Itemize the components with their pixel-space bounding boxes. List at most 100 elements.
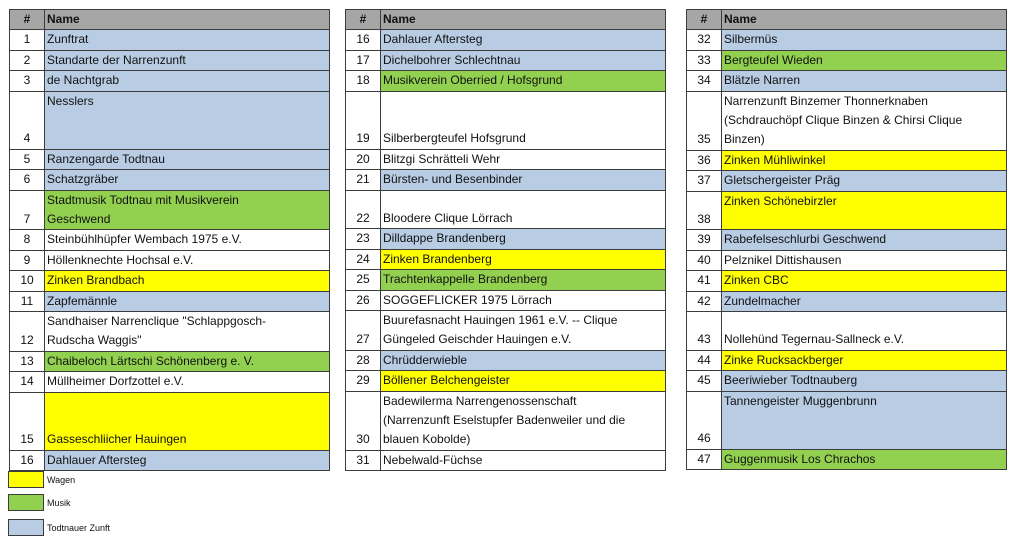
row-number: 19 bbox=[345, 90, 381, 150]
row-number: 27 bbox=[345, 310, 381, 351]
table-row: 18 Musikverein Oberried / Hofsgrund bbox=[345, 70, 666, 92]
row-number: 36 bbox=[686, 149, 722, 172]
table-row: 46 Tannengeister Muggenbrunn bbox=[686, 390, 1007, 450]
row-name: Buurefasnacht Hauingen 1961 e.V. -- Cliq… bbox=[380, 310, 666, 351]
table-row: 19 Silberbergteufel Hofsgrund bbox=[345, 90, 666, 150]
row-number: 47 bbox=[686, 448, 722, 471]
table-row: 1 Zunftrat bbox=[9, 29, 330, 51]
row-number: 18 bbox=[345, 70, 381, 92]
row-number: 45 bbox=[686, 370, 722, 392]
table-row: 22 Bloodere Clique Lörrach bbox=[345, 189, 666, 230]
row-name: Narrenzunft Binzemer Thonnerknaben (Schd… bbox=[721, 90, 1007, 151]
row-name: Bergteufel Wieden bbox=[721, 49, 1007, 72]
table-row: 12 Sandhaiser Narrenclique "Schlappgosch-… bbox=[9, 311, 330, 352]
table-row: 5 Ranzengarde Todtnau bbox=[9, 148, 330, 171]
column-header-number: # bbox=[686, 8, 722, 31]
row-name: Chrüdderwieble bbox=[380, 349, 666, 372]
table-row: 16 Dahlauer Aftersteg bbox=[9, 449, 330, 472]
row-name: Beeriwieber Todtnauberg bbox=[721, 370, 1007, 392]
row-number: 40 bbox=[686, 249, 722, 272]
row-name: Müllheimer Dorfzottel e.V. bbox=[44, 371, 330, 393]
row-name: Musikverein Oberried / Hofsgrund bbox=[380, 70, 666, 92]
row-name: Guggenmusik Los Chrachos bbox=[721, 448, 1007, 471]
table-row: 33 Bergteufel Wieden bbox=[686, 49, 1007, 72]
table-row: 36 Zinken Mühliwinkel bbox=[686, 149, 1007, 172]
row-name: Silberbergteufel Hofsgrund bbox=[380, 90, 666, 150]
table-row: 34 Blätzle Narren bbox=[686, 70, 1007, 92]
column-header-name: Name bbox=[721, 8, 1007, 31]
row-number: 34 bbox=[686, 70, 722, 92]
row-name: Bloodere Clique Lörrach bbox=[380, 189, 666, 230]
row-number: 11 bbox=[9, 290, 45, 313]
row-name: Sandhaiser Narrenclique "Schlappgosch- R… bbox=[44, 311, 330, 352]
row-name: Zinke Rucksackberger bbox=[721, 349, 1007, 372]
row-number: 30 bbox=[345, 390, 381, 451]
row-number: 8 bbox=[9, 229, 45, 251]
table-row: 4 Nesslers bbox=[9, 90, 330, 150]
row-number: 15 bbox=[9, 391, 45, 451]
table-row: 41 Zinken CBC bbox=[686, 270, 1007, 292]
row-number: 10 bbox=[9, 270, 45, 292]
row-name: Trachtenkappelle Brandenberg bbox=[380, 269, 666, 291]
table-row: 8 Steinbühlhüpfer Wembach 1975 e.V. bbox=[9, 229, 330, 251]
row-name: Höllenknechte Hochsal e.V. bbox=[44, 249, 330, 272]
row-name: Zunftrat bbox=[44, 29, 330, 51]
row-number: 6 bbox=[9, 169, 45, 191]
table-row: 16 Dahlauer Aftersteg bbox=[345, 29, 666, 51]
row-name: Standarte der Narrenzunft bbox=[44, 49, 330, 72]
column-header-name: Name bbox=[380, 8, 666, 31]
row-number: 9 bbox=[9, 249, 45, 272]
table-row: 35 Narrenzunft Binzemer Thonnerknaben (Sc… bbox=[686, 90, 1007, 151]
table-row: 29 Böllener Belchengeister bbox=[345, 370, 666, 392]
row-number: 31 bbox=[345, 449, 381, 472]
table-row: 40 Pelznikel Dittishausen bbox=[686, 249, 1007, 272]
table-row: 47 Guggenmusik Los Chrachos bbox=[686, 448, 1007, 471]
row-number: 42 bbox=[686, 290, 722, 313]
row-number: 5 bbox=[9, 148, 45, 171]
row-number: 21 bbox=[345, 169, 381, 191]
legend-item: Todtnauer Zunft bbox=[8, 519, 110, 536]
row-name: Schatzgräber bbox=[44, 169, 330, 191]
row-number: 46 bbox=[686, 390, 722, 450]
row-number: 35 bbox=[686, 90, 722, 151]
row-number: 23 bbox=[345, 228, 381, 250]
table-row: 37 Gletschergeister Präg bbox=[686, 170, 1007, 192]
table-row: 43 Nollehünd Tegernau-Sallneck e.V. bbox=[686, 311, 1007, 351]
table-row: 20 Blitzgi Schrätteli Wehr bbox=[345, 148, 666, 171]
row-name: Zapfemännle bbox=[44, 290, 330, 313]
table-row: 24 Zinken Brandenberg bbox=[345, 248, 666, 271]
table-row: 7 Stadtmusik Todtnau mit Musikverein Gesc… bbox=[9, 189, 330, 231]
row-number: 1 bbox=[9, 29, 45, 51]
table-row: 10 Zinken Brandbach bbox=[9, 270, 330, 292]
row-number: 32 bbox=[686, 29, 722, 51]
table-row: 38 Zinken Schönebirzler bbox=[686, 190, 1007, 231]
legend-item: Wagen bbox=[8, 471, 75, 488]
legend-swatch bbox=[8, 519, 44, 536]
row-number: 14 bbox=[9, 371, 45, 393]
table-row: 6 Schatzgräber bbox=[9, 169, 330, 191]
row-number: 12 bbox=[9, 311, 45, 352]
row-name: Dilldappe Brandenberg bbox=[380, 228, 666, 250]
row-number: 44 bbox=[686, 349, 722, 372]
row-name: SOGGEFLICKER 1975 Lörrach bbox=[380, 289, 666, 312]
legend-swatch bbox=[8, 471, 44, 488]
table-row: 15 Gasseschliicher Hauingen bbox=[9, 391, 330, 451]
row-number: 16 bbox=[9, 449, 45, 472]
row-name: Gasseschliicher Hauingen bbox=[44, 391, 330, 451]
row-name: Nesslers bbox=[44, 90, 330, 150]
row-name: Badewilerma Narrengenossenschaft (Narren… bbox=[380, 390, 666, 451]
table-3: # Name 32 Silbermüs 33 Bergteufel Wieden 34 Blä… bbox=[686, 8, 1007, 471]
row-number: 4 bbox=[9, 90, 45, 150]
row-number: 37 bbox=[686, 170, 722, 192]
row-name: Tannengeister Muggenbrunn bbox=[721, 390, 1007, 450]
row-number: 17 bbox=[345, 49, 381, 72]
table-row: 39 Rabefelseschlurbi Geschwend bbox=[686, 229, 1007, 251]
table-row: 44 Zinke Rucksackberger bbox=[686, 349, 1007, 372]
legend-swatch bbox=[8, 494, 44, 511]
table-row: 25 Trachtenkappelle Brandenberg bbox=[345, 269, 666, 291]
row-name: Dahlauer Aftersteg bbox=[380, 29, 666, 51]
row-name: Zundelmacher bbox=[721, 290, 1007, 313]
row-name: Rabefelseschlurbi Geschwend bbox=[721, 229, 1007, 251]
row-number: 39 bbox=[686, 229, 722, 251]
row-number: 2 bbox=[9, 49, 45, 72]
